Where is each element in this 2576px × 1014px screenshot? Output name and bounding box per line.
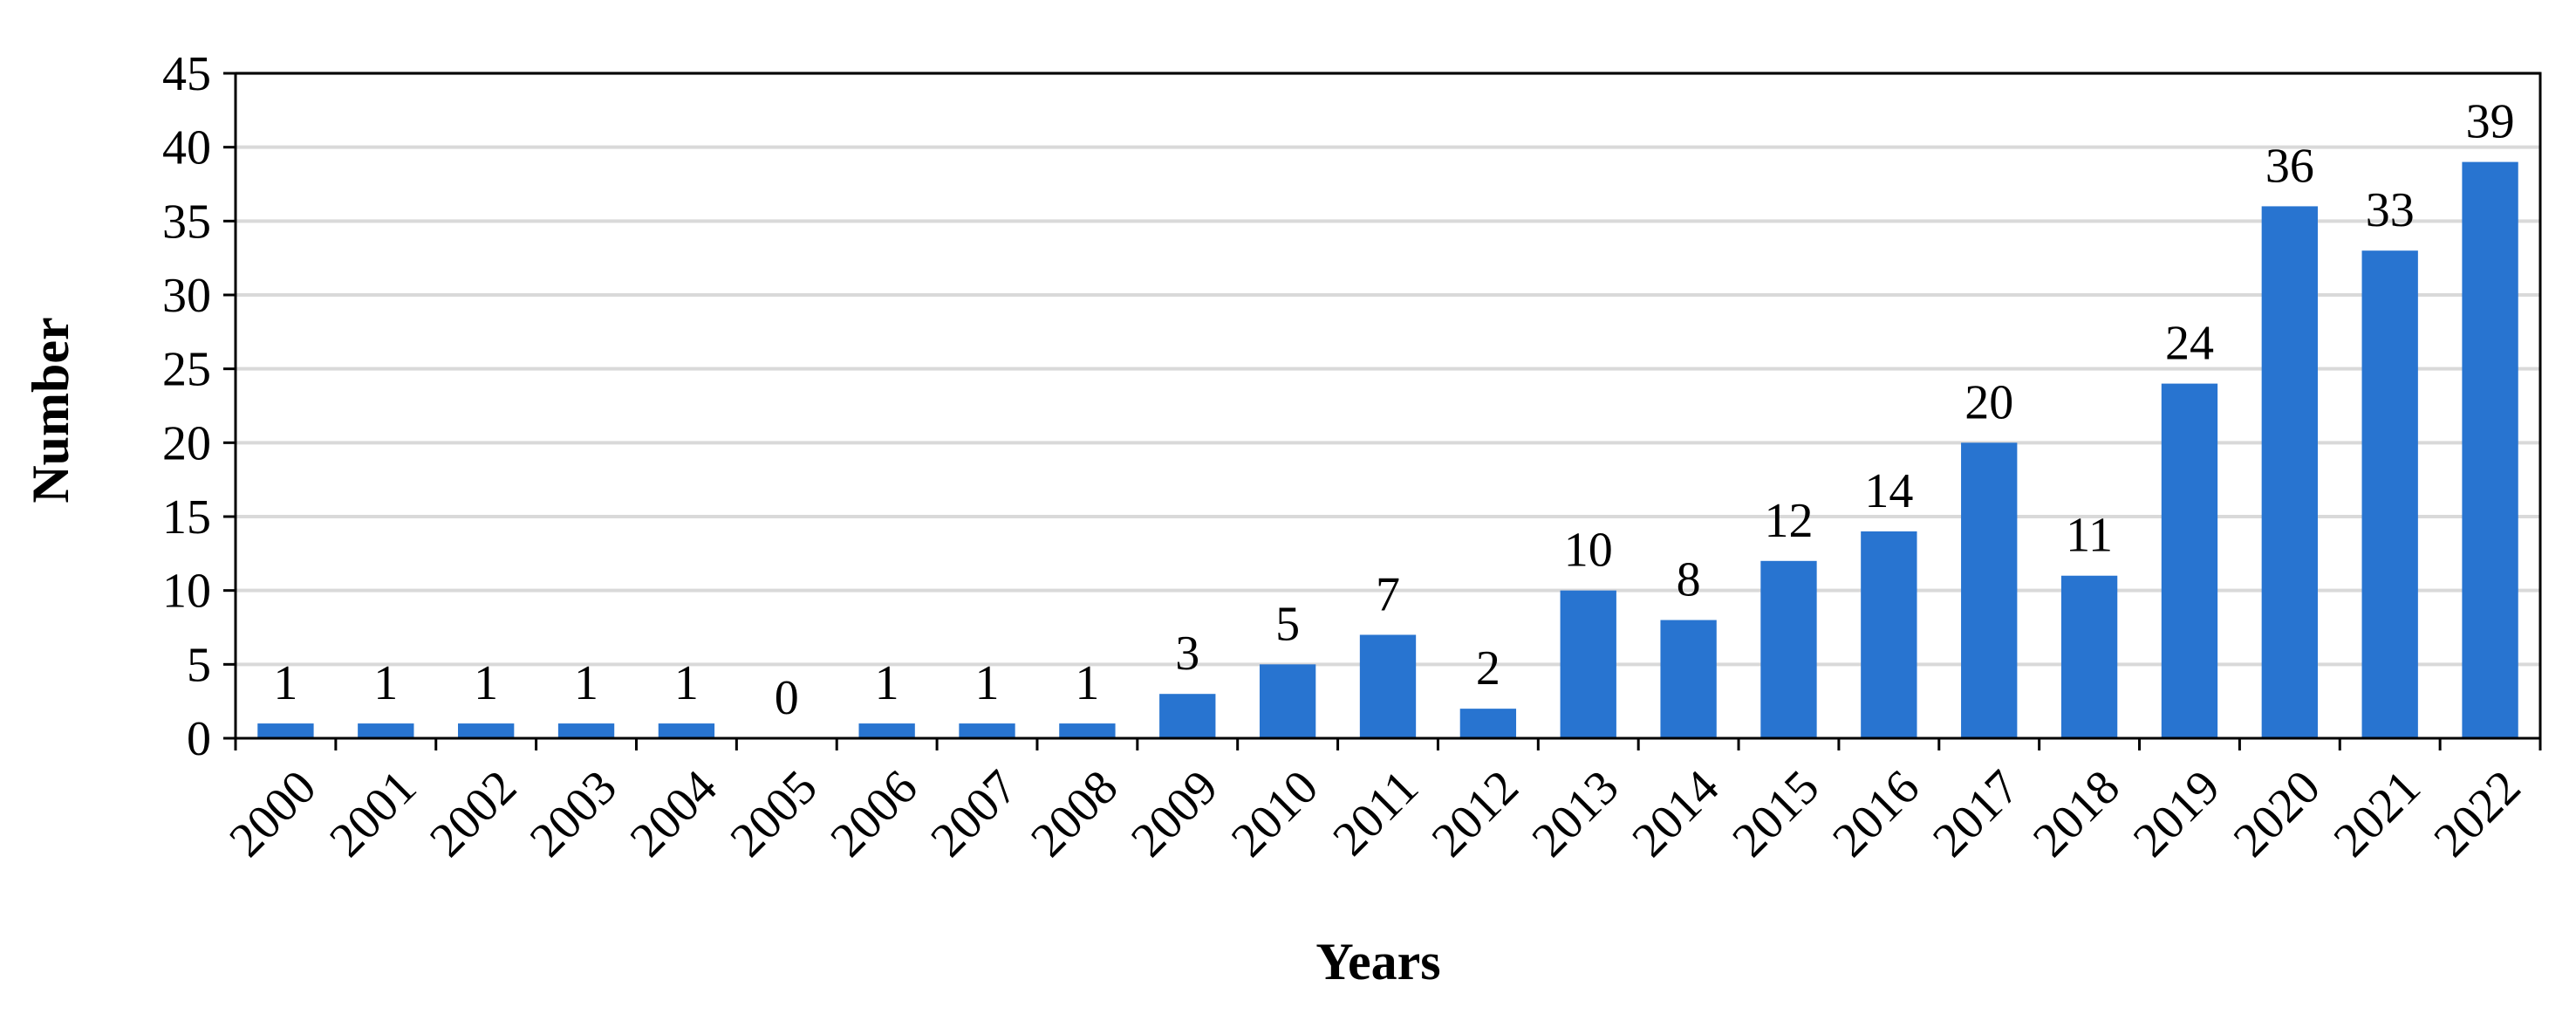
bar	[2462, 161, 2518, 739]
bar	[1059, 723, 1116, 738]
y-tick-label: 15	[162, 490, 211, 545]
axes	[223, 72, 2542, 750]
y-axis-title: Number	[22, 317, 79, 503]
x-tick-label: 2017	[1923, 760, 2030, 867]
y-tick-label: 30	[162, 269, 211, 323]
bar	[557, 723, 615, 738]
bar	[2161, 383, 2218, 738]
bar	[257, 723, 314, 738]
bar	[1359, 634, 1417, 738]
y-tick-label: 10	[162, 565, 211, 619]
data-label: 36	[2265, 139, 2314, 193]
data-label: 8	[1677, 553, 1701, 607]
data-label: 7	[1376, 567, 1400, 621]
bar	[2361, 250, 2418, 738]
bar	[1259, 664, 1316, 738]
y-tick-label: 0	[187, 712, 211, 766]
x-tick-label: 2006	[821, 760, 928, 867]
bar	[959, 723, 1015, 738]
x-tick-label: 2002	[420, 760, 527, 867]
x-tick-label: 2004	[620, 760, 728, 867]
y-tick-label: 5	[187, 638, 211, 692]
bars	[257, 161, 2518, 739]
x-tick-label: 2021	[2324, 760, 2431, 867]
data-label: 5	[1275, 597, 1300, 651]
data-label: 1	[373, 656, 398, 710]
data-label: 24	[2165, 317, 2214, 371]
y-tick-label: 45	[162, 47, 211, 101]
bar	[1760, 560, 1817, 738]
bar	[1459, 709, 1517, 738]
data-label: 1	[1075, 656, 1099, 710]
x-tick-label: 2009	[1121, 760, 1228, 867]
bar	[1560, 590, 1616, 738]
data-label: 1	[474, 656, 498, 710]
bar	[1660, 620, 1717, 738]
data-label: 0	[775, 671, 799, 725]
bar	[658, 723, 715, 738]
x-tick-label: 2016	[1822, 760, 1930, 867]
x-tick-label: 2003	[520, 760, 627, 867]
data-label: 11	[2066, 509, 2113, 563]
data-label: 20	[1964, 375, 2013, 429]
bar	[1961, 442, 2018, 738]
y-tick-label: 25	[162, 343, 211, 397]
y-tick-label: 20	[162, 416, 211, 470]
x-tick-labels: 2000200120022003200420052006200720082009…	[219, 760, 2531, 867]
x-tick-label: 2015	[1722, 760, 1829, 867]
y-tick-label: 40	[162, 121, 211, 175]
bar	[358, 723, 414, 738]
data-label: 1	[875, 656, 899, 710]
data-label: 12	[1764, 494, 1813, 548]
x-tick-label: 2000	[219, 760, 326, 867]
x-tick-label: 2018	[2023, 760, 2130, 867]
x-tick-label: 2020	[2224, 760, 2331, 867]
x-tick-label: 2012	[1422, 760, 1529, 867]
data-label: 33	[2366, 183, 2415, 237]
data-label: 1	[975, 656, 1000, 710]
data-label: 1	[273, 656, 297, 710]
plot-frame	[234, 72, 2542, 740]
y-tick-label: 35	[162, 195, 211, 249]
data-label: 3	[1175, 627, 1199, 681]
x-tick-label: 2008	[1021, 760, 1128, 867]
bar	[858, 723, 915, 738]
x-tick-label: 2022	[2423, 760, 2531, 867]
bar	[2060, 575, 2118, 738]
y-tick-labels: 0 5 10 15 20 25 30 35 40 45	[162, 47, 211, 766]
x-tick-label: 2013	[1522, 760, 1630, 867]
data-label: 39	[2466, 95, 2515, 149]
bar	[1861, 531, 1917, 738]
x-axis-title: Years	[1315, 933, 1440, 990]
data-label: 1	[674, 656, 699, 710]
bar	[458, 723, 515, 738]
x-tick-label: 2011	[1322, 760, 1429, 867]
x-tick-label: 2005	[721, 760, 828, 867]
x-tick-label: 2014	[1622, 760, 1729, 867]
bar	[2261, 206, 2318, 738]
x-tick-label: 2010	[1221, 760, 1329, 867]
bar	[1159, 694, 1216, 738]
x-tick-label: 2019	[2123, 760, 2231, 867]
x-tick-label: 2007	[920, 760, 1028, 867]
x-tick-label: 2001	[319, 760, 427, 867]
data-label: 2	[1476, 641, 1500, 695]
data-label: 1	[574, 656, 598, 710]
data-label: 14	[1864, 464, 1913, 518]
data-label: 10	[1564, 524, 1613, 578]
